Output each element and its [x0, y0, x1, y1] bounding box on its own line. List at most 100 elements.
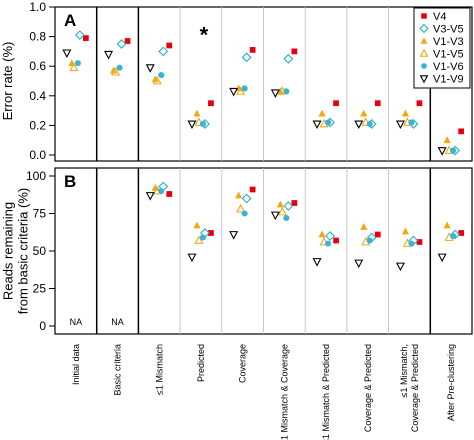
y-tick-label: 0.6 — [29, 59, 46, 73]
legend-marker — [419, 23, 429, 34]
point-v1-v3 — [360, 109, 368, 117]
category-label: Initial data — [71, 344, 81, 385]
category-label: ≤1 Mismatch, — [399, 344, 409, 397]
y-tick-label: 50 — [33, 244, 47, 258]
y-tick-label: 0.4 — [29, 89, 46, 103]
point-v1-v5 — [277, 206, 287, 216]
legend-label: V1-V3 — [433, 36, 464, 48]
point-v4 — [458, 230, 465, 236]
y-tick-label: 1.0 — [29, 0, 46, 14]
legend-label: V1-V6 — [433, 61, 464, 73]
point-v1-v6 — [199, 120, 207, 127]
panel-label: B — [64, 172, 76, 191]
category-labels: Initial data Basic criteria ≤1 Mismatch Pre… — [71, 344, 456, 440]
point-v1-v9 — [145, 64, 155, 73]
point-v1-v3 — [443, 221, 451, 229]
point-v1-v3 — [193, 109, 201, 117]
category-label: Predicted — [196, 344, 206, 382]
point-v1-v9 — [312, 258, 322, 267]
point-v4 — [166, 42, 173, 49]
point-v1-v3 — [276, 200, 284, 208]
point-v1-v3 — [193, 221, 201, 229]
point-v1-v6 — [324, 119, 332, 126]
point-v1-v9 — [354, 259, 364, 269]
panel-b: 0 25 50 75 100 Reads remaining from basic crit… — [1, 167, 473, 335]
point-v1-v6 — [158, 187, 165, 195]
point-v1-v9 — [437, 253, 447, 263]
point-v4 — [374, 231, 381, 238]
point-v1-v6 — [450, 232, 457, 240]
point-v3-v5 — [283, 201, 294, 211]
point-v1-v9 — [62, 49, 72, 59]
point-v1-v6 — [283, 214, 290, 222]
legend-marker — [421, 13, 427, 19]
legend-marker — [419, 48, 429, 57]
y-tick-label: 100 — [26, 169, 46, 183]
point-v1-v9 — [229, 231, 239, 240]
legend-box — [413, 7, 471, 89]
point-v1-v9 — [395, 262, 405, 272]
point-v1-v6 — [366, 120, 373, 127]
y-tick-label: 0.8 — [29, 30, 46, 44]
significance-asterisk: * — [200, 23, 209, 48]
point-v1-v5 — [194, 235, 204, 244]
point-v3-v5 — [116, 39, 127, 49]
point-v1-v6 — [199, 234, 207, 241]
panel-a: 0.0 0.2 0.4 0.6 0.8 1.0 Error rate (%) A * — [0, 0, 473, 162]
legend-label: V1-V9 — [433, 74, 464, 86]
y-tick-label: 25 — [33, 282, 47, 296]
point-v4 — [291, 200, 298, 206]
point-v4 — [82, 35, 89, 41]
y-tick-label: 0 — [39, 319, 46, 333]
point-v4 — [416, 100, 423, 107]
point-v3-v5 — [158, 46, 169, 57]
point-v3-v5 — [325, 231, 335, 241]
point-v1-v9 — [187, 120, 197, 130]
category-label: ≤1 Mismatch & Coverage — [279, 344, 289, 440]
point-v1-v5 — [236, 203, 246, 213]
legend-marker — [419, 75, 429, 84]
point-v4 — [458, 128, 465, 135]
category-label: ≤1 Mismatch — [154, 344, 164, 395]
category-label: Coverage — [238, 344, 248, 383]
y-tick-label: 0.0 — [29, 148, 46, 162]
legend-marker — [421, 63, 427, 69]
point-v1-v9 — [187, 253, 197, 263]
point-v1-v3 — [151, 184, 159, 191]
point-v1-v6 — [283, 88, 290, 95]
point-v1-v3 — [443, 136, 451, 144]
point-v4 — [374, 100, 381, 107]
y-tick-label: 75 — [33, 207, 47, 221]
legend-label: V4 — [433, 11, 446, 23]
point-v1-v6 — [74, 60, 81, 67]
point-v1-v3 — [318, 230, 326, 238]
point-v1-v5 — [236, 86, 246, 95]
point-v1-v5 — [69, 62, 79, 72]
category-label: ≤1 Mismatch & Predicted — [321, 344, 331, 440]
point-v1-v9 — [270, 211, 280, 221]
point-v4 — [208, 100, 214, 107]
point-v1-v5 — [111, 66, 121, 76]
point-v1-v6 — [241, 85, 248, 92]
point-v1-v3 — [235, 191, 243, 199]
y-tick-label: 0.2 — [29, 118, 46, 132]
point-v4 — [166, 191, 173, 197]
point-v1-v3 — [401, 109, 410, 117]
point-v1-v6 — [366, 237, 373, 244]
point-v1-v9 — [270, 89, 280, 98]
point-v1-v9 — [395, 120, 405, 130]
category-label: Basic criteria — [113, 344, 123, 396]
point-v1-v3 — [401, 227, 410, 235]
point-v3-v5 — [241, 52, 252, 63]
point-v1-v6 — [408, 119, 415, 126]
point-v3-v5 — [74, 30, 85, 41]
point-v4 — [124, 38, 131, 44]
point-v1-v9 — [354, 120, 364, 130]
category-label: Coverage & Predicted — [363, 344, 373, 432]
category-label: After Pre-clustering — [446, 344, 456, 421]
point-v1-v6 — [324, 240, 332, 247]
point-v1-v9 — [437, 147, 447, 156]
point-v1-v6 — [241, 210, 248, 217]
point-v1-v5 — [152, 75, 162, 85]
